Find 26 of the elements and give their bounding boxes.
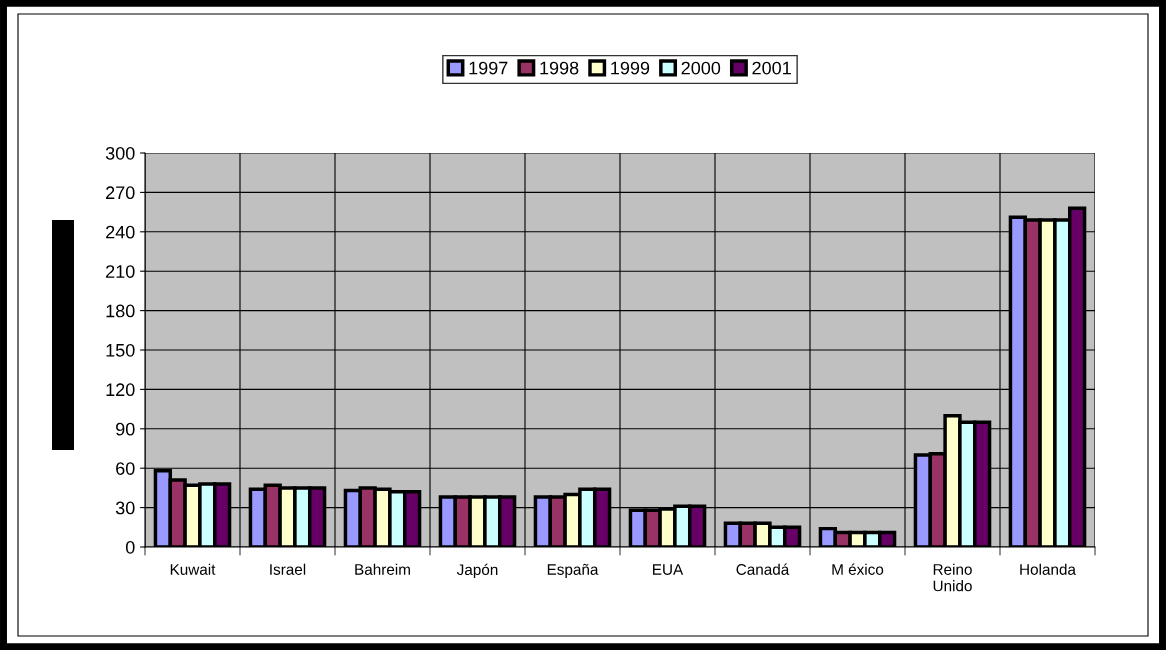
y-tick-label: 210: [106, 265, 135, 278]
y-tick-label: 150: [106, 343, 135, 357]
legend-label: 2000: [681, 61, 721, 75]
x-tick-label: España: [547, 563, 599, 578]
y-tick-label: 180: [106, 304, 135, 318]
y-tick-label: 120: [106, 383, 135, 397]
x-tick-label: Israel: [270, 563, 306, 575]
y-tick-label: 0: [125, 540, 135, 554]
x-tick-label: Kuwait: [170, 563, 216, 575]
x-tick-label: Holanda: [1020, 563, 1076, 575]
legend-label: 1998: [540, 61, 579, 75]
legend-label: 2001: [752, 61, 791, 75]
legend-label: 1999: [611, 61, 650, 75]
y-tick-label: 300: [105, 146, 135, 160]
x-tick-label: Bahreim: [355, 563, 410, 575]
y-tick-label: 90: [116, 422, 135, 436]
x-tick-label: Reino Unido: [933, 563, 972, 592]
x-tick-label: EUA: [653, 564, 684, 575]
y-tick-label: 270: [106, 186, 135, 200]
x-tick-label: Canadá: [736, 563, 790, 575]
legend-label: 1997: [469, 61, 508, 75]
x-tick-label: Japón: [456, 563, 498, 579]
y-tick-label: 30: [115, 501, 135, 515]
x-tick-label: M éxico: [832, 563, 884, 575]
y-tick-label: 60: [116, 462, 135, 475]
y-tick-label: 240: [106, 225, 135, 239]
